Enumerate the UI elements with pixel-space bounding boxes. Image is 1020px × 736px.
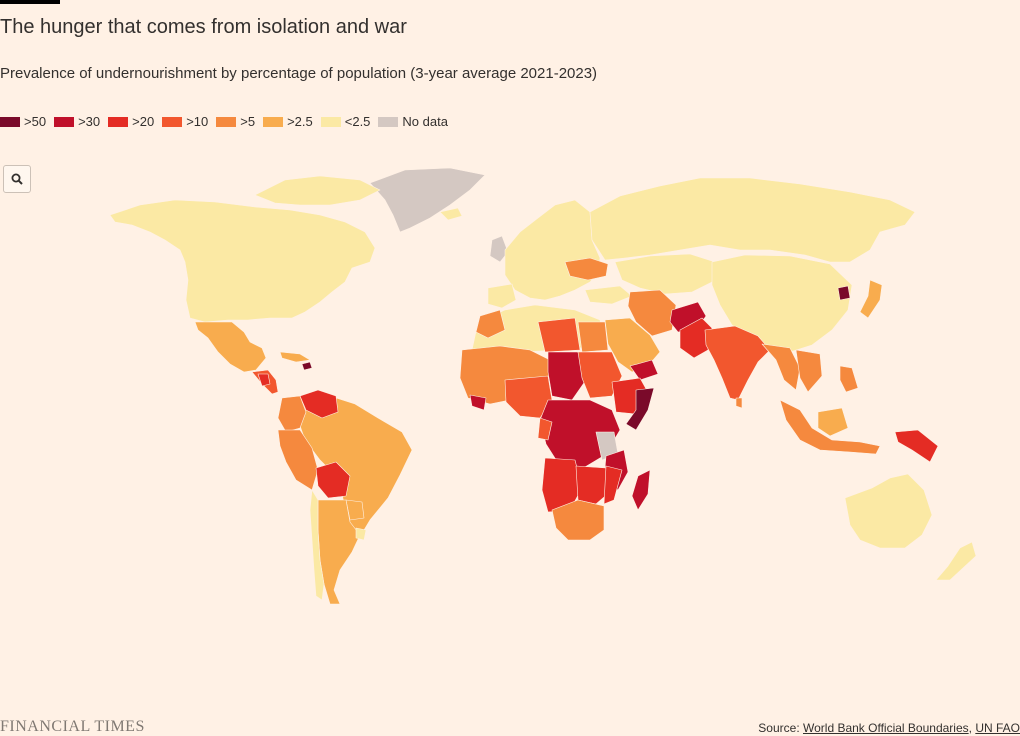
region-sri-lanka[interactable] [735,397,743,409]
legend-swatch [108,116,129,127]
region-liberia-sierra[interactable] [469,394,487,411]
legend-swatch [54,116,75,127]
legend-label: >50 [24,114,47,129]
legend-label: >30 [78,114,101,129]
region-uk[interactable] [489,235,509,263]
region-iberia[interactable] [487,283,517,309]
source-link-world-bank[interactable]: World Bank Official Boundaries [803,721,969,735]
region-russia[interactable] [589,177,916,263]
legend-label: >5 [240,114,256,129]
ft-logo: FINANCIAL TIMES [0,718,145,735]
source-separator: , [968,721,972,735]
region-haiti[interactable] [301,361,313,371]
legend-item-50: >50 [0,114,46,129]
region-greenland[interactable] [369,167,486,233]
zoom-button[interactable] [3,165,31,193]
region-madagascar[interactable] [631,469,651,511]
legend-label: >20 [132,114,155,129]
region-ukraine[interactable] [564,257,609,281]
region-southern-africa[interactable] [551,499,605,541]
legend-swatch [216,116,237,127]
source-prefix: Source: [758,721,800,735]
region-india[interactable] [704,325,771,401]
region-colombia[interactable] [277,395,307,433]
region-yemen[interactable] [629,359,659,381]
top-rule [0,0,60,4]
region-bolivia[interactable] [315,461,351,499]
legend-item-10: >10 [162,114,208,129]
legend-item-no-data: No data [378,114,448,129]
legend-item-20: >20 [108,114,154,129]
region-philippines[interactable] [839,365,859,393]
region-zambia-moz[interactable] [575,465,611,505]
region-venezuela[interactable] [299,389,339,419]
legend-swatch [320,116,341,127]
legend-swatch [378,116,399,127]
region-new-zealand[interactable] [935,541,977,581]
region-borneo[interactable] [817,407,849,437]
region-indonesia[interactable] [779,399,881,455]
region-brazil[interactable] [297,395,413,541]
region-morocco-west[interactable] [475,309,506,339]
region-west-central[interactable] [537,417,553,441]
region-europe[interactable] [504,199,601,301]
source-note: Source: World Bank Official Boundaries, … [758,721,1020,735]
legend-swatch [162,116,183,127]
region-se-asia[interactable] [795,349,823,393]
world-map [109,167,977,605]
region-iceland[interactable] [439,207,463,221]
legend-swatch [263,116,284,127]
region-pakistan[interactable] [679,317,713,359]
search-icon [11,173,23,185]
region-north-america[interactable] [109,199,376,323]
region-somalia[interactable] [625,387,655,431]
region-china[interactable] [711,254,853,353]
region-egypt[interactable] [577,321,609,353]
legend: >50 >30 >20 >10 >5 >2.5 <2.5 No data [0,114,456,129]
region-japan[interactable] [859,279,883,319]
legend-label: >10 [186,114,209,129]
legend-swatch [0,116,20,127]
legend-item-2-5: >2.5 [263,114,313,129]
region-canada-islands[interactable] [254,175,381,206]
region-bangladesh-myanmar[interactable] [761,343,801,391]
region-guatemala[interactable] [257,373,271,387]
chart-subtitle: Prevalence of undernourishment by percen… [0,65,598,82]
region-central-asia[interactable] [614,253,716,295]
region-chile[interactable] [309,489,325,601]
legend-item-30: >30 [54,114,100,129]
region-north-korea[interactable] [837,285,851,301]
region-libya[interactable] [537,317,581,353]
region-turkey[interactable] [584,285,633,305]
region-papua-new-guinea[interactable] [894,429,939,463]
region-cuba[interactable] [279,351,311,363]
chart-title: The hunger that comes from isolation and… [0,16,407,38]
legend-label: >2.5 [287,114,313,129]
region-mexico[interactable] [194,321,267,373]
region-iran[interactable] [627,289,677,337]
legend-label: No data [402,114,448,129]
legend-label: <2.5 [344,114,371,129]
region-sudan[interactable] [577,351,623,399]
region-australia[interactable] [844,473,933,549]
legend-item-5: >5 [216,114,255,129]
region-uruguay[interactable] [355,527,367,541]
legend-item-lt-2-5: <2.5 [320,114,371,129]
source-link-un-fao[interactable]: UN FAO [975,721,1020,735]
region-mozambique[interactable] [603,465,623,505]
